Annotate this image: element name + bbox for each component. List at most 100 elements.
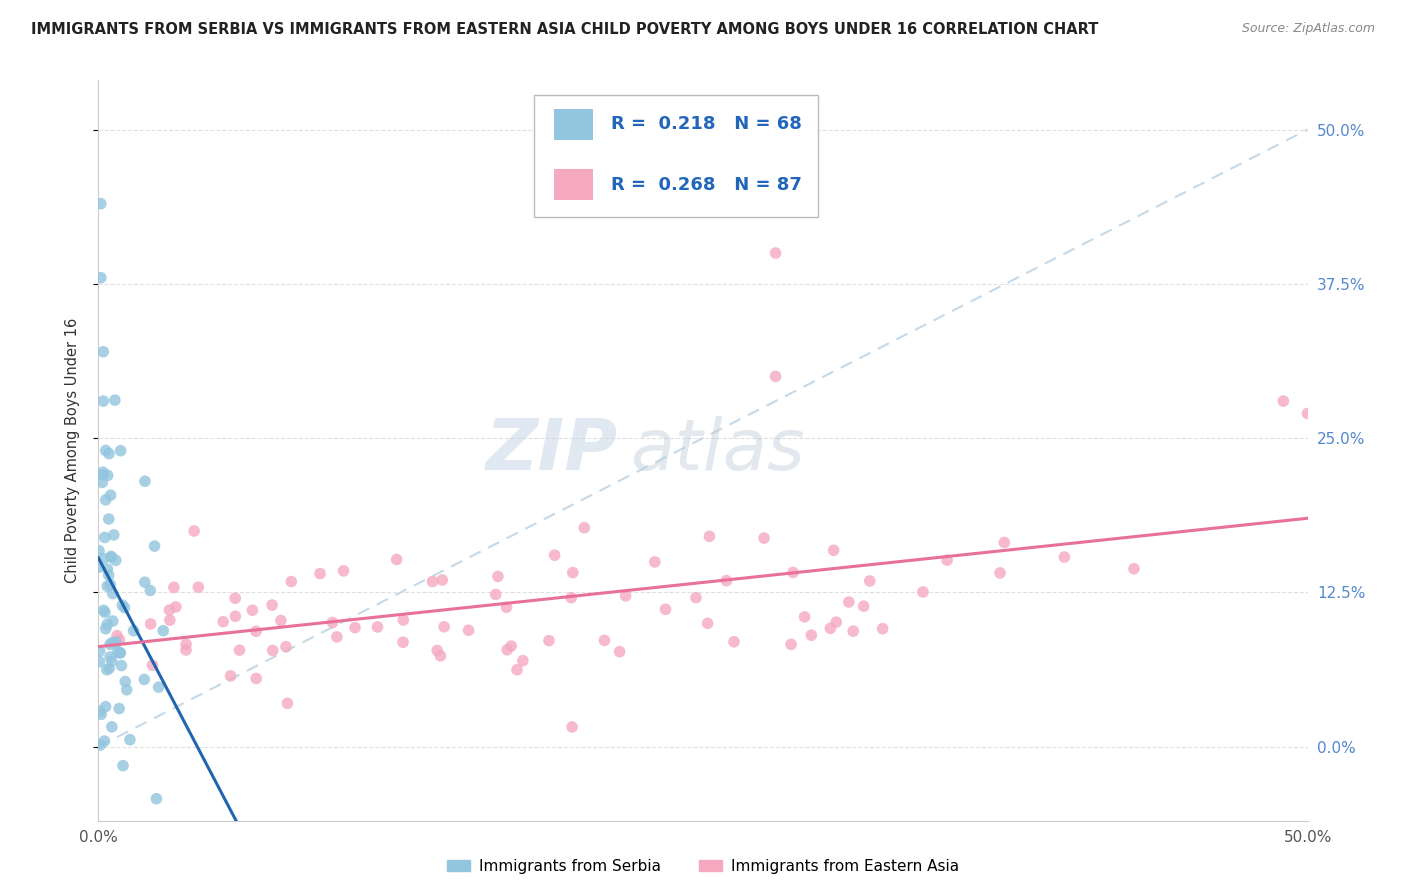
Point — [495, 600, 517, 615]
Point — [96, 663, 118, 677]
Point — [486, 569, 509, 583]
Point — [94, 699, 117, 714]
Point — [104, 393, 127, 408]
Point — [699, 529, 721, 543]
Point — [114, 600, 136, 615]
Point — [157, 603, 180, 617]
Text: Source: ZipAtlas.com: Source: ZipAtlas.com — [1241, 22, 1375, 36]
Point — [716, 574, 738, 588]
Point — [91, 394, 114, 409]
Point — [276, 696, 298, 710]
Point — [685, 591, 707, 605]
Point — [152, 624, 174, 638]
Point — [936, 553, 959, 567]
Point — [93, 530, 115, 544]
FancyBboxPatch shape — [534, 95, 818, 218]
Point — [108, 701, 131, 715]
Legend: Immigrants from Serbia, Immigrants from Eastern Asia: Immigrants from Serbia, Immigrants from … — [440, 853, 966, 880]
Point — [114, 674, 136, 689]
Point — [262, 598, 284, 612]
Point — [87, 543, 110, 558]
Point — [122, 624, 145, 638]
Point — [111, 758, 134, 772]
Point — [115, 682, 138, 697]
Point — [108, 632, 131, 647]
Point — [212, 615, 235, 629]
Point — [110, 646, 132, 660]
Point — [93, 551, 115, 566]
Point — [105, 635, 128, 649]
Point — [96, 617, 118, 632]
Point — [89, 644, 111, 658]
Text: R =  0.268   N = 87: R = 0.268 N = 87 — [612, 176, 801, 194]
Point — [91, 467, 114, 482]
Point — [262, 643, 284, 657]
Point — [543, 548, 565, 562]
Point — [429, 648, 451, 663]
Point — [224, 591, 246, 606]
Point — [872, 622, 894, 636]
Text: atlas: atlas — [630, 416, 806, 485]
Point — [326, 630, 349, 644]
Point — [560, 591, 582, 605]
Point — [174, 637, 197, 651]
FancyBboxPatch shape — [554, 169, 593, 200]
Point — [94, 606, 117, 620]
Point — [506, 663, 529, 677]
Y-axis label: Child Poverty Among Boys Under 16: Child Poverty Among Boys Under 16 — [65, 318, 80, 583]
Point — [97, 512, 120, 526]
Point — [96, 579, 118, 593]
Point — [90, 196, 112, 211]
Point — [432, 573, 454, 587]
Point — [174, 643, 197, 657]
Point — [148, 680, 170, 694]
Point — [988, 566, 1011, 580]
Point — [433, 620, 456, 634]
Point — [159, 613, 181, 627]
Point — [107, 645, 129, 659]
Point — [823, 543, 845, 558]
Point — [97, 568, 120, 582]
Point — [593, 633, 616, 648]
Point — [89, 738, 111, 752]
Point — [98, 637, 121, 651]
Point — [139, 583, 162, 598]
Point — [274, 640, 297, 654]
Point — [100, 488, 122, 502]
Point — [752, 531, 775, 545]
Point — [422, 574, 444, 589]
Point — [859, 574, 882, 588]
Point — [93, 603, 115, 617]
Point — [245, 672, 267, 686]
Point — [496, 642, 519, 657]
Point — [94, 492, 117, 507]
Point — [94, 622, 117, 636]
Point — [145, 791, 167, 805]
Point — [696, 616, 718, 631]
Point — [101, 720, 124, 734]
Point — [143, 539, 166, 553]
Point — [561, 566, 583, 580]
Point — [163, 580, 186, 594]
Point — [609, 645, 631, 659]
Point — [165, 599, 187, 614]
Point — [1272, 394, 1295, 409]
Point — [103, 528, 125, 542]
Point — [654, 602, 676, 616]
Point — [100, 550, 122, 565]
Point — [98, 447, 121, 461]
Point — [89, 655, 111, 669]
Point — [110, 443, 132, 458]
Point — [614, 589, 637, 603]
Point — [512, 654, 534, 668]
Text: R =  0.218   N = 68: R = 0.218 N = 68 — [612, 115, 801, 133]
Point — [242, 603, 264, 617]
Point — [111, 598, 134, 612]
Point — [108, 646, 131, 660]
Point — [1053, 549, 1076, 564]
Text: ZIP: ZIP — [486, 416, 619, 485]
Point — [392, 635, 415, 649]
Point — [100, 549, 122, 564]
Point — [332, 564, 354, 578]
Point — [392, 613, 415, 627]
